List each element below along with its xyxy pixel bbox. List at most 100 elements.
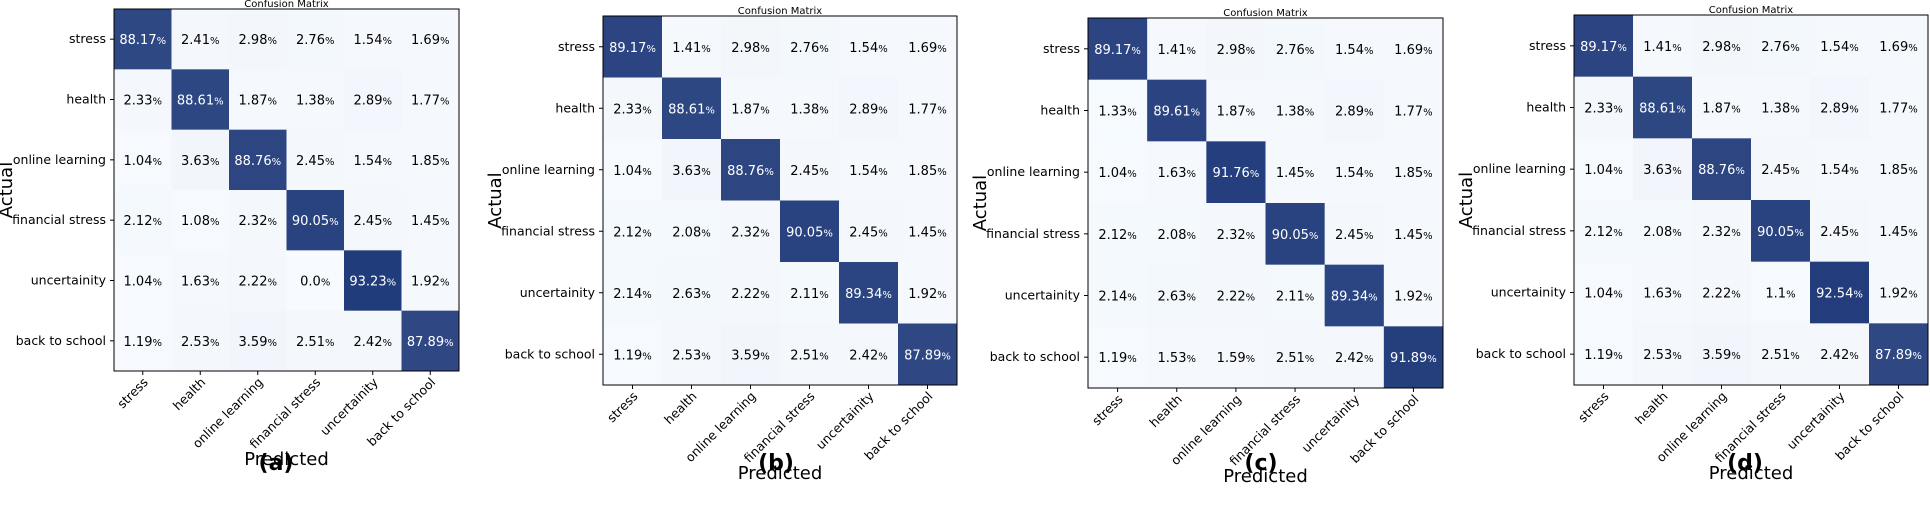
matrix-cell [1206,79,1266,142]
matrix-cell [1751,15,1811,78]
matrix-cell [114,9,172,70]
matrix-cell [1751,76,1811,139]
cell-value-label: 1.45% [1879,225,1917,240]
x-axis-label: Predicted [244,449,329,470]
matrix-cell [1810,261,1870,324]
matrix-cell [401,190,460,251]
matrix-cell [1383,264,1444,327]
matrix-cell [1810,138,1870,201]
x-axis-label: Predicted [1223,466,1308,487]
cell-value-label: 1.08% [181,214,219,229]
matrix-cell [344,129,402,191]
cell-value-label: 2.12% [1584,225,1622,240]
cell-value-label: 2.45% [1820,225,1858,240]
matrix-cell [1088,264,1148,327]
cell-value-label: 1.41% [1643,40,1681,55]
cell-value-label: 1.54% [354,154,392,169]
matrix-cell [662,16,722,78]
cell-value-label: 1.77% [1394,105,1432,120]
y-tick-label: online learning [13,152,106,167]
cell-value-label: 2.45% [790,164,828,179]
cell-value-label: 1.19% [613,348,651,363]
x-tick-label: health [170,375,209,414]
matrix-cell [603,139,663,201]
cell-value-label: 2.22% [1217,290,1255,305]
matrix-cell [1692,261,1752,324]
cell-value-label: 1.92% [1394,290,1432,305]
matrix-cell [1574,76,1634,139]
cell-value-label: 2.76% [790,41,828,56]
matrix-cell [286,310,345,372]
cell-value-label: 2.33% [613,102,651,117]
matrix-cell [286,250,345,312]
matrix-cell [1869,138,1929,201]
cell-value-label: 2.89% [1335,105,1373,120]
x-tick-label: health [661,389,700,428]
matrix-cell [1206,264,1266,327]
matrix-cell [1088,79,1148,142]
chart-title: Confusion Matrix [1709,5,1793,16]
matrix-cell [286,190,345,251]
matrix-cell [1265,18,1326,81]
matrix-cell [603,200,663,263]
matrix-cell [1869,261,1929,324]
matrix-cell [1383,203,1444,266]
cell-value-label: 90.05% [786,225,833,240]
matrix-cell [1869,200,1929,263]
cell-value-label: 1.54% [1335,166,1373,181]
matrix-cell [1633,15,1693,78]
cell-value-label: 1.63% [181,275,219,290]
cell-value-label: 3.59% [1702,348,1740,363]
cell-value-label: 2.45% [1335,228,1373,243]
matrix-cell [114,129,172,191]
cell-value-label: 2.11% [1276,290,1314,305]
matrix-cell [1265,79,1326,142]
cell-value-label: 1.54% [1335,43,1373,58]
cell-value-label: 2.33% [124,94,162,109]
x-tick-label: stress [604,389,641,426]
cell-value-label: 1.69% [1394,43,1432,58]
matrix-cell [171,69,230,131]
cell-value-label: 2.98% [239,33,277,48]
matrix-cell [1751,138,1811,201]
matrix-cell [1147,203,1207,266]
y-tick-label: stress [69,31,106,46]
matrix-cell [1692,15,1752,78]
cell-value-label: 2.42% [354,335,392,350]
cell-value-label: 88.76% [234,154,281,169]
matrix-cell [603,16,663,78]
y-tick-label: financial stress [12,212,106,227]
cell-value-label: 1.41% [1158,43,1196,58]
matrix-cell [603,77,663,140]
matrix-cell [1574,15,1634,78]
cell-value-label: 2.98% [1217,43,1255,58]
confusion-matrix-3: Confusion Matrix 89.17% 1.41% 2.98% 2.76% 1.5… [970,8,1444,487]
cell-value-label: 92.54% [1816,287,1863,302]
matrix-cell [1324,141,1385,204]
cell-value-label: 3.63% [181,154,219,169]
cell-value-label: 1.33% [1098,105,1136,120]
matrix-cell [898,323,958,386]
cell-value-label: 1.19% [124,335,162,350]
matrix-cell [401,310,460,372]
matrix-cell [721,323,781,386]
matrix-cell [1324,326,1385,389]
cell-value-label: 2.76% [296,33,334,48]
cell-value-label: 2.45% [849,225,887,240]
y-tick-label: back to school [1476,346,1566,361]
x-tick-label: uncertainity [813,388,877,452]
x-tick-label: stress [1575,389,1612,426]
y-axis-label: Actual [485,172,506,228]
cell-value-label: 2.53% [1643,348,1681,363]
cell-value-label: 1.04% [1584,287,1622,302]
y-tick-label: stress [1529,38,1566,53]
x-axis-label: Predicted [738,463,823,484]
x-tick-label: stress [114,375,151,412]
matrix-cell [839,16,899,78]
matrix-cell [721,262,781,324]
cell-value-label: 1.54% [354,33,392,48]
matrix-cell [1869,76,1929,139]
cell-value-label: 1.54% [1820,163,1858,178]
matrix-cell [286,9,345,70]
